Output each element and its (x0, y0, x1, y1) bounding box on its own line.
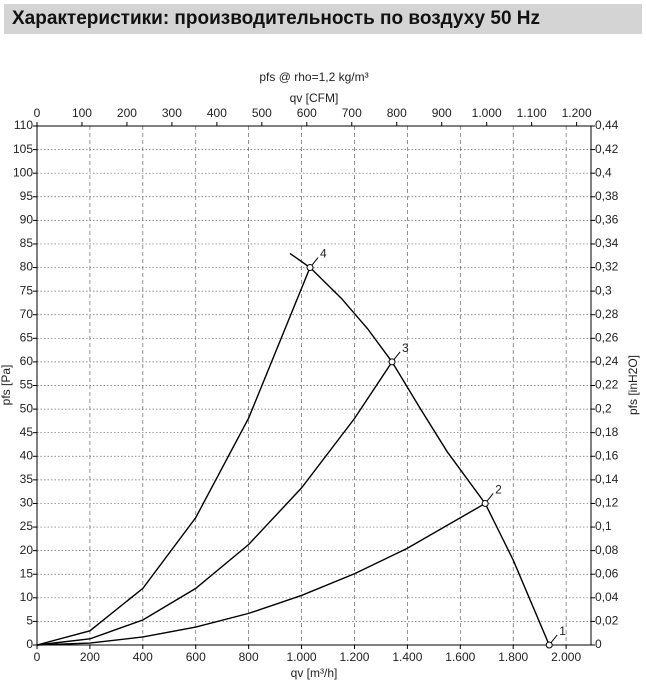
y-tick-label: 40 (20, 448, 34, 462)
x2-tick-label: 400 (207, 106, 227, 120)
x2-tick-label: 200 (117, 106, 137, 120)
x-tick-label: 0 (34, 650, 41, 664)
y2-tick-label: 0,22 (595, 378, 619, 392)
x2-tick-label: 600 (297, 106, 317, 120)
y-tick-label: 20 (20, 543, 34, 557)
y-tick-label: 75 (20, 283, 34, 297)
y2-tick-label: 0,28 (595, 307, 619, 321)
y2-tick-label: 0,16 (595, 448, 619, 462)
y-tick-label: 90 (20, 213, 34, 227)
y2-axis-label: pfs [inH2O] (626, 355, 640, 415)
y-axis-label: pfs [Pa] (0, 365, 13, 406)
y2-tick-label: 0,06 (595, 566, 619, 580)
header-band: Характеристики: производительность по во… (4, 4, 642, 34)
x-tick-label: 1.000 (287, 650, 317, 664)
y-tick-label: 5 (26, 614, 33, 628)
y2-tick-label: 0,24 (595, 354, 619, 368)
y-tick-label: 70 (20, 307, 34, 321)
y-tick-label: 100 (13, 165, 33, 179)
curve (36, 502, 486, 646)
y-tick-label: 35 (20, 472, 34, 486)
x2-tick-label: 1.100 (517, 106, 547, 120)
x-tick-label: 1.600 (445, 650, 475, 664)
operating-point (306, 264, 314, 272)
y2-tick-label: 0,18 (595, 425, 619, 439)
y2-tick-label: 0 (595, 637, 602, 651)
y2-tick-label: 0,32 (595, 260, 619, 274)
y2-tick-label: 0,12 (595, 496, 619, 510)
y2-tick-label: 0,26 (595, 330, 619, 344)
x-tick-label: 800 (239, 650, 259, 664)
x2-axis-label: qv [CFM] (290, 91, 339, 105)
y-tick-label: 10 (20, 590, 34, 604)
y-tick-label: 65 (20, 330, 34, 344)
y-tick-label: 60 (20, 354, 34, 368)
point-label: 4 (320, 247, 327, 261)
y-tick-label: 110 (14, 118, 33, 132)
curve (289, 252, 550, 646)
x-tick-label: 600 (186, 650, 206, 664)
x2-tick-label: 1.200 (562, 106, 592, 120)
y2-tick-label: 0,38 (595, 189, 619, 203)
x-tick-label: 1.200 (339, 650, 369, 664)
y2-tick-label: 0,08 (595, 543, 619, 557)
x-axis-label: qv [m³/h] (291, 666, 338, 680)
x-tick-label: 400 (133, 650, 153, 664)
y2-tick-label: 0,14 (595, 472, 619, 486)
y-tick-label: 15 (20, 566, 34, 580)
point-label: 2 (495, 483, 502, 497)
x2-tick-label: 900 (432, 106, 452, 120)
y-tick-label: 45 (20, 425, 34, 439)
x2-tick-label: 1.000 (472, 106, 502, 120)
y2-tick-label: 0,34 (595, 236, 619, 250)
x-tick-label: 1.800 (498, 650, 528, 664)
operating-point (545, 641, 553, 649)
y-tick-label: 105 (13, 142, 33, 156)
plot-frame (36, 125, 592, 646)
y-tick-label: 80 (20, 260, 34, 274)
y-tick-label: 25 (20, 519, 34, 533)
x2-tick-label: 100 (72, 106, 92, 120)
y2-tick-label: 0,3 (595, 283, 612, 297)
x2-tick-label: 300 (162, 106, 182, 120)
point-label: 1 (559, 624, 566, 638)
point-label: 3 (402, 341, 409, 355)
y2-tick-label: 0,42 (595, 142, 619, 156)
curve (36, 361, 393, 646)
x2-tick-label: 800 (387, 106, 407, 120)
y2-tick-label: 0,4 (595, 165, 612, 179)
header-title: Характеристики: производительность по во… (12, 8, 541, 29)
chart-title: pfs @ rho=1,2 kg/m³ (259, 70, 368, 84)
y2-tick-label: 0,1 (595, 519, 612, 533)
x2-tick-label: 0 (34, 106, 41, 120)
y2-tick-label: 0,36 (595, 213, 619, 227)
x2-tick-label: 700 (342, 106, 362, 120)
y2-tick-label: 0,44 (595, 118, 619, 132)
x-tick-label: 200 (80, 650, 100, 664)
y-tick-label: 85 (20, 236, 34, 250)
y2-tick-label: 0,2 (595, 401, 612, 415)
x-tick-label: 1.400 (392, 650, 422, 664)
y2-tick-label: 0,04 (595, 590, 619, 604)
y-tick-label: 95 (20, 189, 34, 203)
y-tick-label: 30 (20, 496, 34, 510)
x-tick-label: 2.000 (551, 650, 581, 664)
y-tick-label: 55 (20, 378, 34, 392)
y-tick-label: 50 (20, 401, 34, 415)
curve (36, 267, 311, 646)
y2-tick-label: 0,02 (595, 614, 619, 628)
x2-tick-label: 500 (252, 106, 272, 120)
y-tick-label: 0 (26, 637, 33, 651)
operating-point (388, 358, 396, 366)
operating-point (481, 499, 489, 507)
